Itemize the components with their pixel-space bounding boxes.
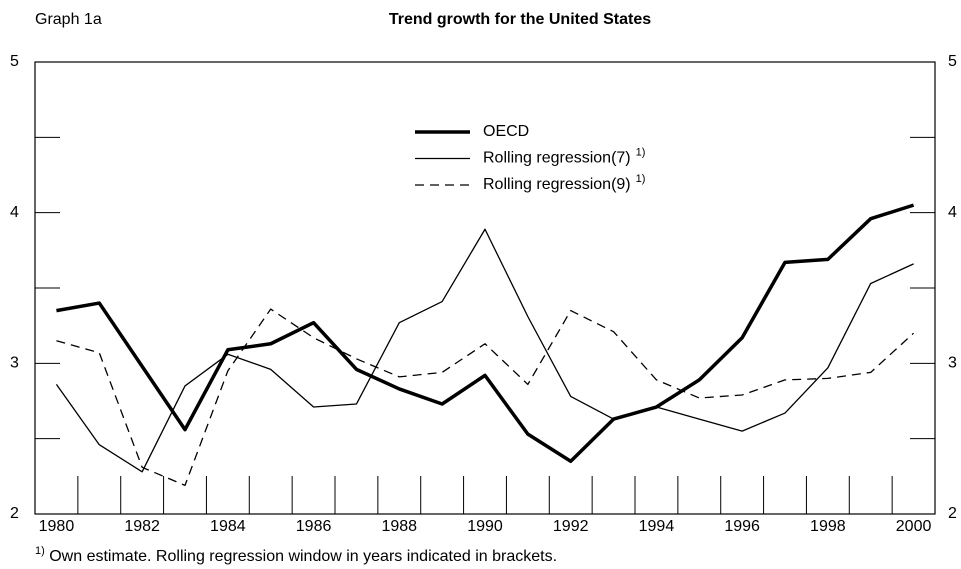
- series-line: [55, 228, 914, 473]
- series-line: [56, 203, 915, 464]
- graph-label: Graph 1a: [35, 11, 102, 28]
- y-tick-label: 3: [10, 355, 19, 372]
- legend-label: Rolling regression(9) 1): [483, 173, 645, 193]
- y2-tick-label: 5: [948, 53, 957, 70]
- x-tick-label: 1998: [810, 518, 846, 535]
- legend-label: Rolling regression(7) 1): [483, 146, 645, 166]
- series-line: [56, 308, 915, 487]
- y-tick-label: 2: [10, 505, 19, 522]
- y2-tick-label: 2: [948, 505, 957, 522]
- y2-tick-label: 3: [948, 355, 957, 372]
- x-tick-label: 1996: [724, 518, 760, 535]
- legend-name: Rolling regression(9): [483, 176, 631, 193]
- x-tick-label: 1994: [639, 518, 675, 535]
- x-tick-label: 1986: [296, 518, 332, 535]
- x-tick-label: 2000: [896, 518, 932, 535]
- x-tick-label: 1984: [210, 518, 246, 535]
- footnote: 1) Own estimate. Rolling regression wind…: [35, 545, 557, 565]
- y-tick-label: 4: [10, 204, 19, 221]
- x-tick-label: 1980: [39, 518, 75, 535]
- y-tick-label: 5: [10, 53, 19, 70]
- x-tick-label: 1982: [124, 518, 160, 535]
- footnote-marker: 1): [35, 545, 45, 557]
- legend-note: 1): [636, 146, 646, 158]
- legend-name: Rolling regression(7): [483, 150, 631, 167]
- footnote-text: Own estimate. Rolling regression window …: [45, 548, 557, 565]
- chart-title: Trend growth for the United States: [389, 11, 651, 28]
- x-tick-label: 1988: [381, 518, 417, 535]
- legend-note: 1): [636, 173, 646, 185]
- x-tick-label: 1990: [467, 518, 503, 535]
- legend-name: OECD: [483, 123, 529, 140]
- y2-tick-label: 4: [948, 204, 957, 221]
- legend-label: OECD: [483, 123, 529, 140]
- x-tick-label: 1992: [553, 518, 589, 535]
